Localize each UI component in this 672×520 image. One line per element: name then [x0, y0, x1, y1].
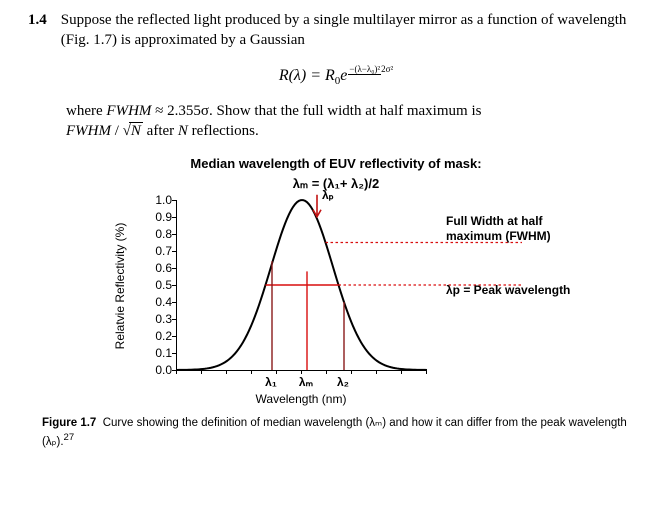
y-tick-label: 0.2 — [146, 328, 172, 344]
y-tick-label: 1.0 — [146, 192, 172, 208]
x-tick-mark — [176, 370, 177, 374]
after-eq-1a: where — [66, 103, 106, 119]
annotation-fwhm-line2: maximum (FWHM) — [446, 228, 551, 244]
equation-exp-den: 2σ² — [381, 64, 393, 74]
problem-number: 1.4 — [28, 10, 47, 51]
curve-svg — [177, 200, 427, 370]
after-eq-1b: ≈ 2.355σ. Show that the full width at ha… — [151, 103, 481, 119]
x-tick-mark — [326, 370, 327, 374]
y-tick-label: 0.0 — [146, 362, 172, 378]
y-tick-label: 0.9 — [146, 209, 172, 225]
y-tick-label: 0.4 — [146, 294, 172, 310]
y-tick-label: 0.3 — [146, 311, 172, 327]
equation-exp-num: −(λ−λ₀)² — [348, 64, 381, 75]
figure-caption: Figure 1.7 Curve showing the definition … — [42, 416, 630, 450]
fwhm-term-2: FWHM — [66, 123, 111, 139]
equation-e: e — [340, 67, 347, 84]
x-tick-mark — [376, 370, 377, 374]
plot-area — [176, 200, 427, 371]
text-after-equation: where FWHM ≈ 2.355σ. Show that the full … — [66, 101, 644, 142]
annotation-fwhm-line1: Full Width at half — [446, 213, 543, 229]
equation-gaussian: R(λ) = R0e−(λ−λ₀)²2σ² — [28, 65, 644, 89]
x-tick-mark — [201, 370, 202, 374]
x-tick-mark — [351, 370, 352, 374]
after-eq-slash: / — [111, 123, 123, 139]
y-tick-label: 0.6 — [146, 260, 172, 276]
equation-exponent: −(λ−λ₀)²2σ² — [348, 65, 393, 74]
after-eq-2c: after — [143, 123, 178, 139]
x-tick-mark — [251, 370, 252, 374]
chart: Relatvie Reflectivity (%) 1.00.90.80.70.… — [86, 196, 586, 406]
y-tick-label: 0.1 — [146, 345, 172, 361]
equation-lhs: R(λ) = R — [279, 67, 335, 84]
problem-text: Suppose the reflected light produced by … — [61, 10, 644, 51]
y-tick-label: 0.8 — [146, 226, 172, 242]
chart-subtitle: λₘ = (λ₁+ λ₂)/2 — [28, 175, 644, 193]
x-tick-mark — [426, 370, 427, 374]
x-label-lambda1: λ₁ — [265, 374, 277, 390]
x-label-lambda-m: λₘ — [299, 374, 313, 390]
sqrt-arg: N — [129, 122, 143, 139]
caption-ref: 27 — [64, 432, 75, 443]
x-tick-mark — [226, 370, 227, 374]
x-tick-mark — [401, 370, 402, 374]
figure-number: Figure 1.7 — [42, 417, 96, 429]
y-axis-label: Relatvie Reflectivity (%) — [112, 223, 128, 350]
y-tick-label: 0.7 — [146, 243, 172, 259]
y-tick-label: 0.5 — [146, 277, 172, 293]
fwhm-term-1: FWHM — [106, 103, 151, 119]
caption-text: Curve showing the definition of median w… — [42, 417, 627, 447]
annotation-lambda-p-peak: λp = Peak wavelength — [446, 282, 570, 298]
after-eq-2d: reflections. — [188, 123, 259, 139]
x-label-lambda2: λ₂ — [337, 374, 349, 390]
n-term: N — [178, 123, 188, 139]
chart-title: Median wavelength of EUV reflectivity of… — [28, 155, 644, 173]
x-axis-label: Wavelength (nm) — [176, 391, 426, 407]
problem-statement: 1.4 Suppose the reflected light produced… — [28, 10, 644, 51]
annotation-lambda-p-in-plot: λₚ — [322, 187, 334, 203]
